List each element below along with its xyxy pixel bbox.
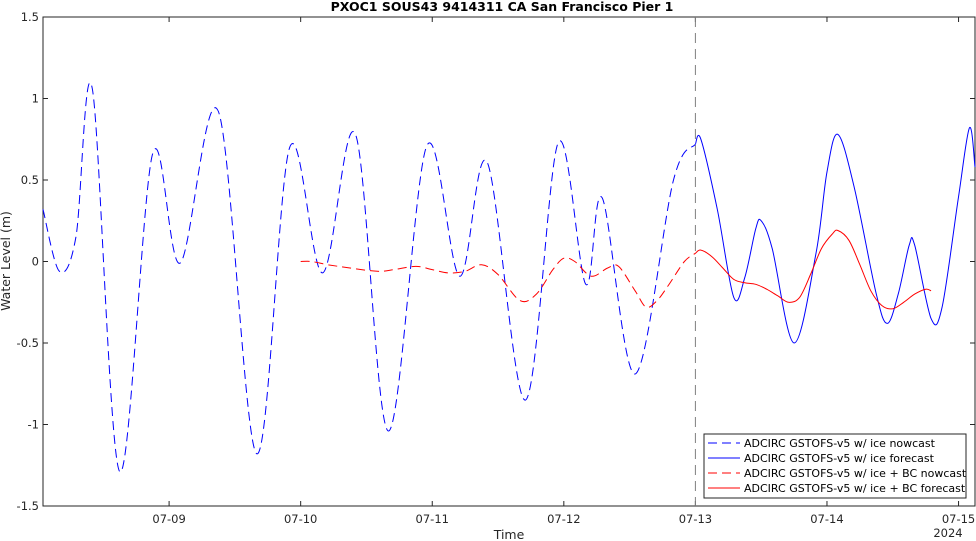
y-tick-label: -1.5 <box>17 499 39 513</box>
series-forecast-line <box>694 127 976 344</box>
legend-box <box>703 433 967 499</box>
series-bc-forecast-line <box>695 229 932 310</box>
series-bc-nowcast-line <box>300 252 696 308</box>
legend: ADCIRC GSTOFS-v5 w/ ice nowcast ADCIRC GS… <box>703 433 967 499</box>
legend-entry: ADCIRC GSTOFS-v5 w/ ice + BC nowcast <box>744 467 967 480</box>
chart-title: PXOC1 SOUS43 9414311 CA San Francisco Pi… <box>331 0 674 14</box>
y-tick-label: 0.5 <box>21 173 39 187</box>
y-axis: 1.5 1 0.5 0 -0.5 -1 -1.5 <box>17 10 975 513</box>
y-tick-label: 0 <box>32 255 39 269</box>
y-axis-title: Water Level (m) <box>0 211 13 311</box>
series-layer <box>42 17 976 506</box>
x-year-label: 2024 <box>933 526 962 540</box>
y-tick-label: 1 <box>32 92 39 106</box>
series-nowcast-line <box>42 82 696 473</box>
x-tick-label: 07-12 <box>547 512 580 526</box>
x-axis-title: Time <box>493 527 525 541</box>
y-tick-label: 1.5 <box>21 10 39 24</box>
x-tick-label: 07-14 <box>810 512 843 526</box>
y-tick-label: -1 <box>28 418 39 432</box>
x-tick-label: 07-13 <box>679 512 712 526</box>
y-tick-label: -0.5 <box>17 336 39 350</box>
legend-entry: ADCIRC GSTOFS-v5 w/ ice + BC forecast <box>744 482 966 495</box>
x-tick-label: 07-10 <box>284 512 317 526</box>
x-tick-label: 07-11 <box>416 512 449 526</box>
legend-entry: ADCIRC GSTOFS-v5 w/ ice forecast <box>744 452 935 465</box>
legend-entry: ADCIRC GSTOFS-v5 w/ ice nowcast <box>744 437 936 450</box>
x-tick-label: 07-15 <box>942 512 975 526</box>
x-axis: 07-09 07-10 07-11 07-12 07-13 07-14 07-15 <box>152 17 975 526</box>
x-tick-label: 07-09 <box>152 512 185 526</box>
plot-area <box>42 16 976 507</box>
